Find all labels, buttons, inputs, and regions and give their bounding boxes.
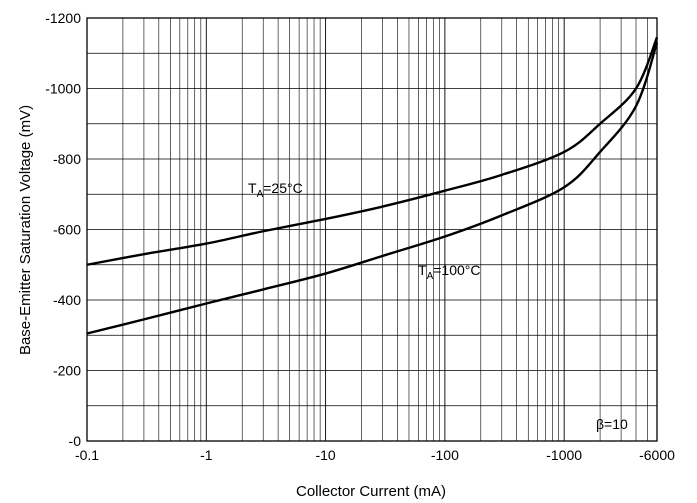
x-tick-label: -6000 [639,447,675,463]
curves [86,36,659,335]
beta-annotation: β=10 [596,416,628,432]
y-tick-label: -1000 [45,81,81,97]
series-label-100c-t: T [418,262,427,278]
series-label-100c-sub: A [427,271,434,282]
x-tick-label: -1000 [546,447,582,463]
grid [87,18,657,441]
series-label-100c-rest: =100°C [433,262,480,278]
series-label-25c-sub: A [257,189,264,200]
x-tick-label: -100 [431,447,459,463]
y-axis-label: Base-Emitter Saturation Voltage (mV) [17,105,34,355]
x-tick-label: -1 [200,447,213,463]
y-tick-labels: -1200 -1000 -800 -600 -400 -200 -0 [45,10,81,449]
x-axis-label: Collector Current (mA) [296,483,446,500]
series-label-25c-t: T [248,180,257,196]
y-tick-label: -600 [53,222,81,238]
plot-frame [86,17,658,442]
x-tick-labels: -0.1 -1 -10 -100 -1000 -6000 [75,447,675,463]
series-label-25c: TA=25°C [248,180,303,200]
series-label-100c: TA=100°C [418,262,480,282]
y-tick-label: -0 [69,433,82,449]
series-line-25c [86,36,659,266]
y-tick-label: -400 [53,292,81,308]
series-line-100c [86,42,659,335]
x-tick-label: -0.1 [75,447,99,463]
series-label-25c-rest: =25°C [263,180,302,196]
y-tick-label: -200 [53,363,81,379]
y-tick-label: -1200 [45,10,81,26]
x-tick-label: -10 [315,447,335,463]
y-tick-label: -800 [53,151,81,167]
